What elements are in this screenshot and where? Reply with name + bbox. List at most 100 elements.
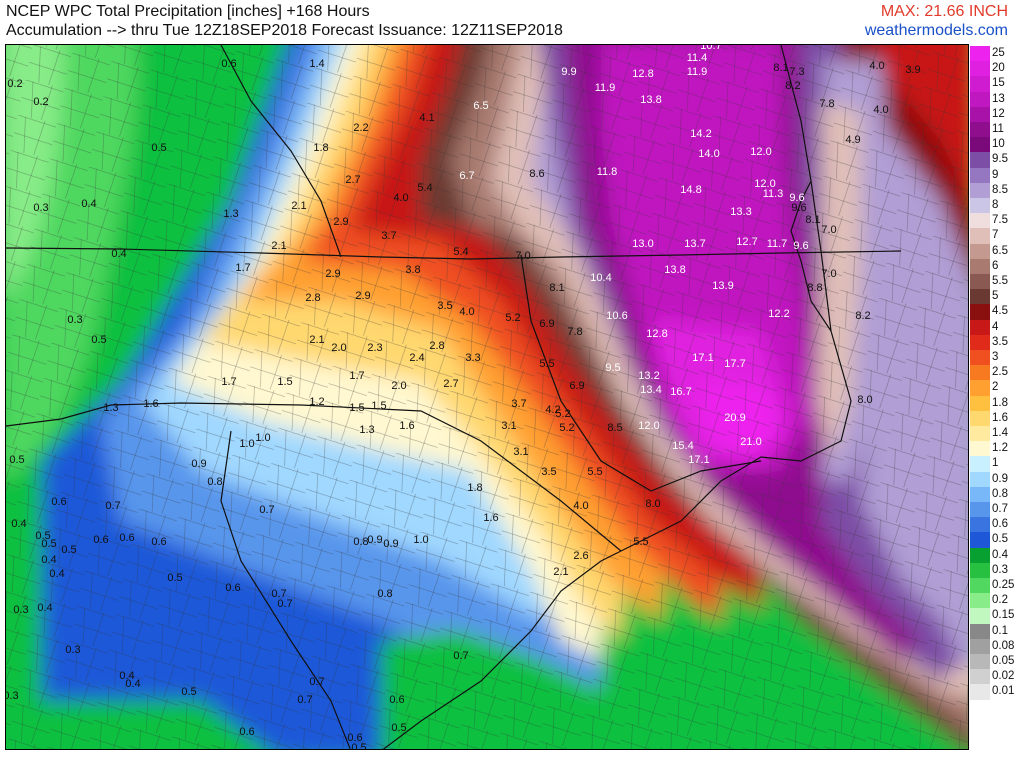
legend-swatch <box>970 638 990 654</box>
legend-entry: 8 <box>970 198 1024 214</box>
legend-label: 0.05 <box>992 655 1015 667</box>
legend-label: 8 <box>992 199 999 211</box>
rain-value-label: 2.2 <box>353 122 368 134</box>
legend-swatch <box>970 471 990 487</box>
legend-entry: 1.2 <box>970 441 1024 457</box>
rain-value-label: 0.6 <box>389 694 404 706</box>
legend-label: 4 <box>992 320 999 333</box>
legend-entry: 0.01 <box>970 684 1024 700</box>
rain-value-label: 9.5 <box>605 362 620 374</box>
legend-label: 1.2 <box>992 442 1008 455</box>
rain-value-label: 0.4 <box>37 602 52 614</box>
legend-label: 7 <box>992 229 999 242</box>
rain-value-label: 8.5 <box>607 422 622 434</box>
brand-link[interactable]: weathermodels.com <box>864 22 1008 39</box>
rain-value-label: 2.0 <box>391 380 406 392</box>
rain-value-label: 4.0 <box>393 192 408 204</box>
legend-entry: 3 <box>970 350 1024 366</box>
legend-label: 1.6 <box>992 411 1008 424</box>
legend-entry: 20 <box>970 61 1024 77</box>
legend-entry: 10 <box>970 137 1024 153</box>
legend-swatch <box>970 426 990 442</box>
legend-swatch <box>970 365 990 381</box>
legend-swatch <box>970 456 990 472</box>
rain-value-label: 1.0 <box>413 534 428 546</box>
rain-value-label: 0.9 <box>191 458 206 470</box>
rain-value-label: 21.0 <box>740 436 761 448</box>
legend-label: 6.5 <box>992 244 1008 257</box>
rain-value-label: 8.0 <box>645 498 660 510</box>
rain-value-label: 3.5 <box>437 300 452 312</box>
rain-value-label: 0.3 <box>6 690 19 702</box>
rain-value-label: 0.7 <box>105 500 120 512</box>
legend-swatch <box>970 137 990 153</box>
rain-value-label: 10.6 <box>606 310 627 322</box>
rain-value-label: 9.9 <box>561 66 576 78</box>
legend-swatch <box>970 274 990 290</box>
rain-value-label: 5.5 <box>539 358 554 370</box>
rain-value-label: 2.7 <box>345 174 360 186</box>
legend-entry: 5 <box>970 289 1024 305</box>
legend-label: 10 <box>992 138 1005 151</box>
legend-swatch <box>970 684 990 700</box>
legend-label: 6 <box>992 259 999 272</box>
legend-swatch <box>970 91 990 107</box>
legend-entry: 0.7 <box>970 502 1024 518</box>
rain-value-label: 12.7 <box>736 236 757 248</box>
rain-value-label: 4.0 <box>869 60 884 72</box>
rain-value-label: 0.8 <box>377 588 392 600</box>
legend-entry: 13 <box>970 91 1024 107</box>
legend-swatch <box>970 547 990 563</box>
rain-value-label: 13.7 <box>684 238 705 250</box>
legend-label: 0.15 <box>992 609 1015 622</box>
rain-value-label: 13.3 <box>730 206 751 218</box>
legend-swatch <box>970 76 990 92</box>
rain-value-label: 10.7 <box>700 45 721 52</box>
rain-value-label: 4.0 <box>873 104 888 116</box>
legend-label: 12 <box>992 107 1005 120</box>
legend-label: 1.8 <box>992 396 1008 409</box>
rain-value-label: 1.8 <box>467 482 482 494</box>
rain-value-label: 10.4 <box>590 272 611 284</box>
rain-value-label: 11.3 <box>763 188 784 200</box>
legend-swatch <box>970 593 990 609</box>
legend-entry: 4.5 <box>970 304 1024 320</box>
legend-label: 0.4 <box>992 548 1008 561</box>
rain-value-label: 1.4 <box>309 58 324 70</box>
legend-label: 5.5 <box>992 275 1008 287</box>
rain-value-label: 0.4 <box>11 518 26 530</box>
rain-value-label: 11.7 <box>767 238 788 250</box>
rain-value-label: 8.1 <box>773 62 788 74</box>
legend-entry: 0.05 <box>970 654 1024 670</box>
legend-label: 0.7 <box>992 503 1008 515</box>
rain-value-label: 12.2 <box>768 308 789 320</box>
rain-value-label: 12.8 <box>646 328 667 340</box>
rain-value-label: 0.5 <box>181 686 196 698</box>
rain-value-label: 1.3 <box>103 402 118 414</box>
rain-value-label: 14.0 <box>698 148 719 160</box>
legend-label: 0.25 <box>992 579 1015 591</box>
legend-label: 9.5 <box>992 153 1008 166</box>
chart-title: NCEP WPC Total Precipitation [inches] +1… <box>6 3 370 20</box>
rain-value-label: 1.3 <box>223 208 238 220</box>
legend-label: 0.3 <box>992 563 1008 576</box>
rain-value-label: 1.0 <box>239 438 254 450</box>
legend-label: 2.5 <box>992 366 1008 379</box>
legend-label: 0.8 <box>992 487 1008 500</box>
legend-swatch <box>970 122 990 138</box>
legend-entry: 15 <box>970 76 1024 92</box>
legend-label: 5 <box>992 290 999 303</box>
legend-swatch <box>970 532 990 548</box>
rain-value-label: 0.5 <box>61 544 76 556</box>
rain-value-label: 6.7 <box>459 170 474 182</box>
rain-value-label: 0.5 <box>41 538 56 550</box>
legend-swatch <box>970 182 990 198</box>
rain-value-label: 8.1 <box>549 282 564 294</box>
legend-entry: 7 <box>970 228 1024 244</box>
precipitation-map[interactable]: 0.2 0.2 0.5 0.3 0.4 0.4 0.3 0.5 0.6 1.4 2.2 1.8 4.1 2… <box>5 44 969 750</box>
rain-value-label: 9.6 <box>789 192 804 204</box>
rain-value-label: 1.2 <box>309 396 324 408</box>
legend-entry: 2 <box>970 380 1024 396</box>
rain-value-label: 1.5 <box>349 402 364 414</box>
legend-swatch <box>970 61 990 77</box>
